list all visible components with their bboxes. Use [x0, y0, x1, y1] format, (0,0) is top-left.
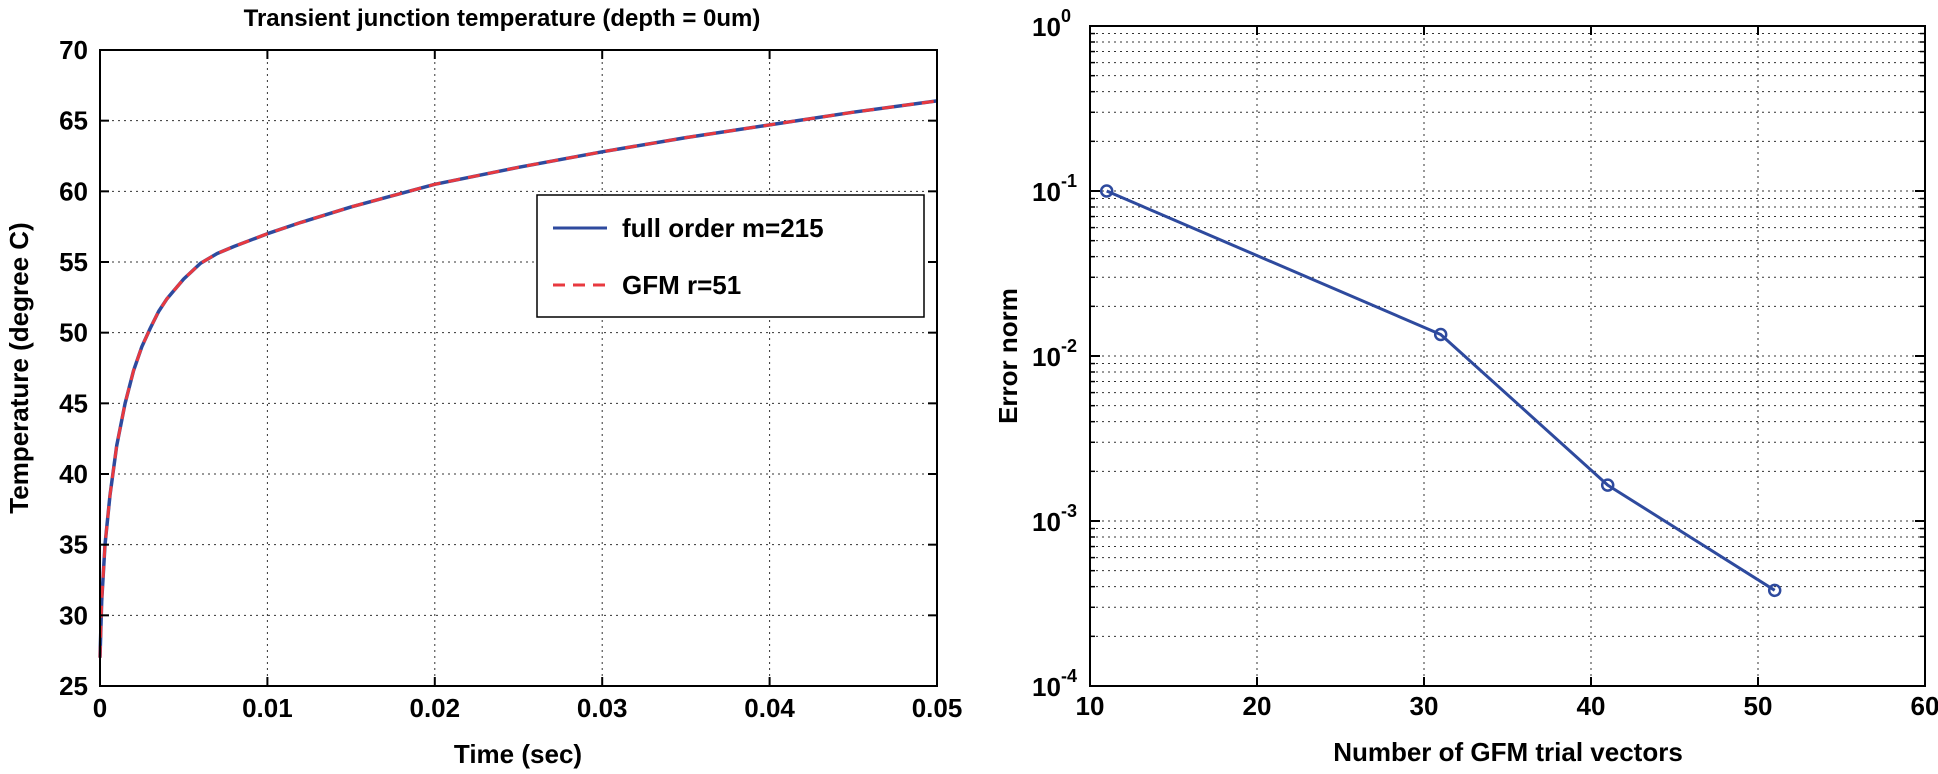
legend-label-gfm: GFM r=51 — [622, 270, 741, 300]
right-y-tick-exponent: 0 — [1061, 6, 1071, 26]
right-y-tick-exponent: -4 — [1061, 666, 1077, 686]
left-x-tick-label: 0 — [93, 693, 107, 723]
right-x-tick-label: 20 — [1243, 691, 1272, 721]
right-x-axis-label: Number of GFM trial vectors — [1333, 737, 1683, 767]
right-y-tick-exponent: -2 — [1061, 336, 1077, 356]
left-y-tick-label: 70 — [59, 35, 88, 65]
left-y-tick-label: 50 — [59, 318, 88, 348]
right-data-point — [1600, 478, 1615, 492]
left-series-line-0 — [98, 99, 938, 658]
left-y-tick-label: 40 — [59, 459, 88, 489]
right-grid — [1090, 26, 1925, 686]
right-data-point — [1433, 327, 1448, 342]
left-axes-frame — [99, 49, 938, 687]
left-y-tick-label: 35 — [59, 530, 88, 560]
right-series-line — [1106, 189, 1776, 592]
right-y-tick-base: 10 — [1032, 342, 1061, 372]
right-x-tick-label: 30 — [1410, 691, 1439, 721]
right-x-tick-label: 60 — [1911, 691, 1938, 721]
right-y-axis-label: Error norm — [993, 288, 1023, 424]
legend: full order m=215 GFM r=51 — [536, 194, 925, 318]
right-data-point — [1099, 184, 1114, 198]
right-y-tick-base: 10 — [1032, 672, 1061, 702]
right-x-tick-label: 40 — [1577, 691, 1606, 721]
left-x-ticks: 0 0.01 0.02 0.03 0.04 0.05 — [93, 50, 963, 723]
right-y-tick-base: 10 — [1032, 177, 1061, 207]
left-y-tick-label: 30 — [59, 600, 88, 630]
right-y-tick-base: 10 — [1032, 12, 1061, 42]
right-data-point — [1767, 583, 1782, 598]
right-x-ticks: 10 20 30 40 50 60 — [1076, 26, 1938, 721]
temperature-chart: Transient junction temperature (depth = … — [4, 5, 962, 769]
left-x-tick-label: 0.01 — [242, 693, 293, 723]
left-grid — [100, 50, 937, 686]
left-y-tick-label: 55 — [59, 247, 88, 277]
right-series — [1099, 184, 1782, 598]
right-y-tick-exponent: -3 — [1061, 501, 1077, 521]
left-series — [98, 99, 938, 658]
left-x-axis-label: Time (sec) — [454, 739, 582, 769]
left-x-tick-label: 0.02 — [409, 693, 460, 723]
left-chart-title: Transient junction temperature (depth = … — [244, 5, 761, 32]
right-x-tick-label: 50 — [1744, 691, 1773, 721]
left-y-ticks: 25 30 35 40 45 50 55 60 65 70 — [59, 35, 937, 701]
left-y-tick-label: 65 — [59, 106, 88, 136]
right-x-tick-label: 10 — [1076, 691, 1105, 721]
legend-label-full-order: full order m=215 — [622, 213, 824, 243]
left-x-tick-label: 0.05 — [912, 693, 963, 723]
left-y-tick-label: 25 — [59, 671, 88, 701]
right-y-tick-exponent: -1 — [1061, 171, 1077, 191]
left-series-line-1 — [98, 99, 938, 658]
right-y-tick-base: 10 — [1032, 507, 1061, 537]
left-x-tick-label: 0.03 — [577, 693, 628, 723]
left-y-tick-label: 45 — [59, 388, 88, 418]
legend-box — [536, 194, 925, 318]
left-y-axis-label: Temperature (degree C) — [4, 222, 34, 513]
left-x-tick-label: 0.04 — [744, 693, 795, 723]
left-y-tick-label: 60 — [59, 176, 88, 206]
